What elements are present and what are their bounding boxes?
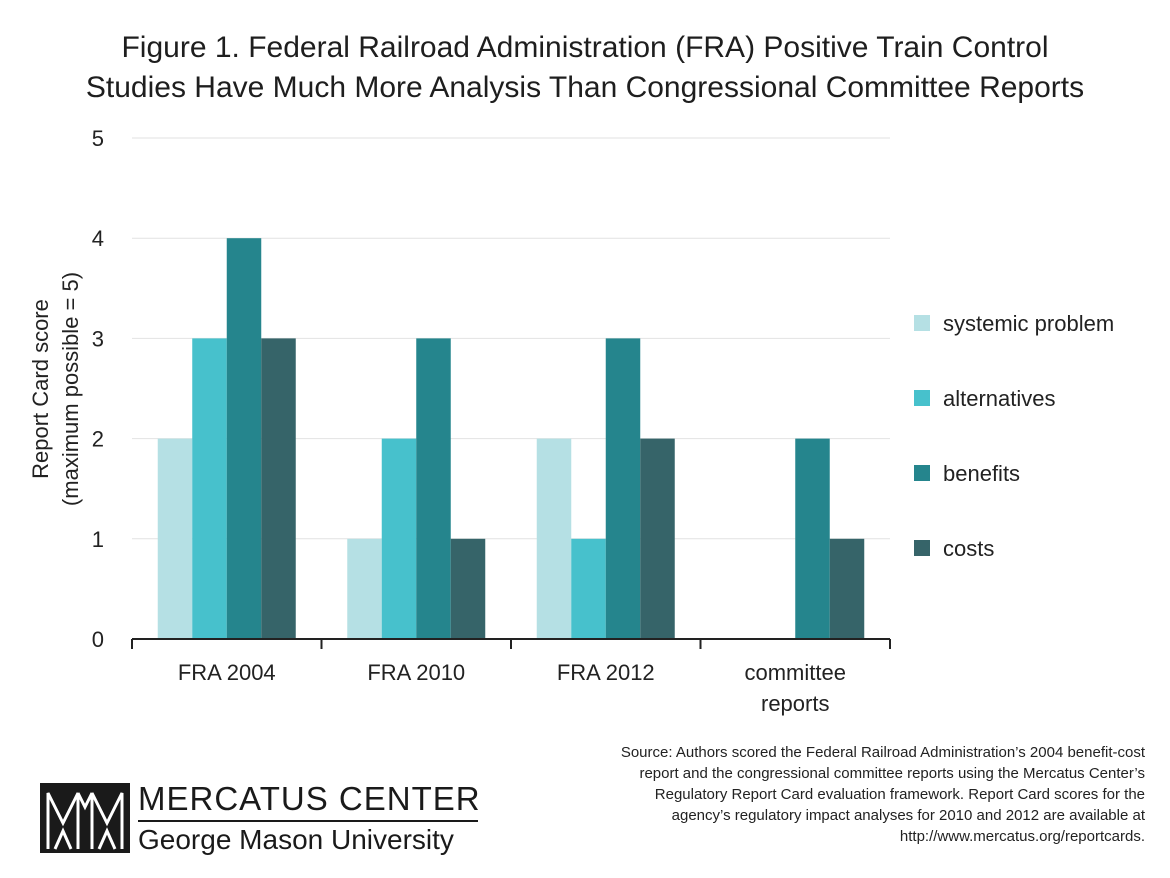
bar-alternatives [381,438,417,639]
bar-costs [450,538,486,639]
logo-divider [138,820,478,822]
y-axis-label: Report Card score (maximum possible = 5) [28,272,83,506]
bar-systemic-problem [536,438,572,639]
x-tick-label: FRA 2012 [557,660,655,685]
logo-subtitle: George Mason University [138,824,454,855]
y-tick-label: 0 [92,627,104,652]
y-tick-label: 5 [92,126,104,151]
source-line: Source: Authors scored the Federal Railr… [620,744,1145,761]
x-tick-label-line: FRA 2010 [367,660,465,685]
bar-benefits [795,438,830,639]
x-tick-label-line: FRA 2012 [557,660,655,685]
y-tick-label: 2 [92,427,104,452]
mercatus-logo: MERCATUS CENTER George Mason University [40,780,490,860]
x-tick-label-line: FRA 2004 [178,660,276,685]
chart-title: Figure 1. Federal Railroad Administratio… [0,28,1170,108]
y-tick-label: 3 [92,326,104,351]
mercatus-arches-icon [40,783,130,853]
chart-title-line-2: Studies Have Much More Analysis Than Con… [85,71,1085,104]
bar-systemic-problem [157,438,193,639]
x-tick-label-line: reports [761,691,829,716]
bar-benefits [226,238,262,639]
legend-label: systemic problem [943,311,1114,336]
y-tick-label: 1 [92,527,104,552]
legend-swatch [914,540,930,556]
x-tick-label: FRA 2010 [367,660,465,685]
y-axis-label-line: Report Card score [28,299,53,479]
bar-benefits [416,338,451,639]
x-tick-label-line: committee [745,660,846,685]
logo-name: MERCATUS CENTER [138,780,481,817]
bar-alternatives [571,538,606,639]
x-tick-label: committee reports [745,660,846,716]
y-axis-label-line: (maximum possible = 5) [58,272,83,506]
y-tick-label: 4 [92,226,104,251]
bar-alternatives [192,338,227,639]
legend-label: alternatives [943,386,1056,411]
bar-systemic-problem [347,538,382,639]
source-line: report and the congressional committee r… [639,765,1145,782]
source-line: agency’s regulatory impact analyses for … [671,807,1145,824]
chart-title-line-1: Figure 1. Federal Railroad Administratio… [121,31,1049,64]
legend-swatch [914,465,930,481]
source-line: http://www.mercatus.org/reportcards. [899,828,1145,845]
bar-costs [261,338,296,639]
bar-costs [640,438,675,639]
legend-label: costs [943,536,994,561]
legend-swatch [914,390,930,406]
source-note: Source: Authors scored the Federal Railr… [505,742,1145,847]
x-tick-label: FRA 2004 [178,660,276,685]
bar-costs [829,538,865,639]
bar-chart: 0 1 2 3 4 5 FRA 2004 FRA 2010 FRA 2012 committee r… [28,126,1114,716]
source-line: Regulatory Report Card evaluation framew… [654,786,1145,803]
legend-label: benefits [943,461,1020,486]
legend-swatch [914,315,930,331]
bar-benefits [605,338,641,639]
